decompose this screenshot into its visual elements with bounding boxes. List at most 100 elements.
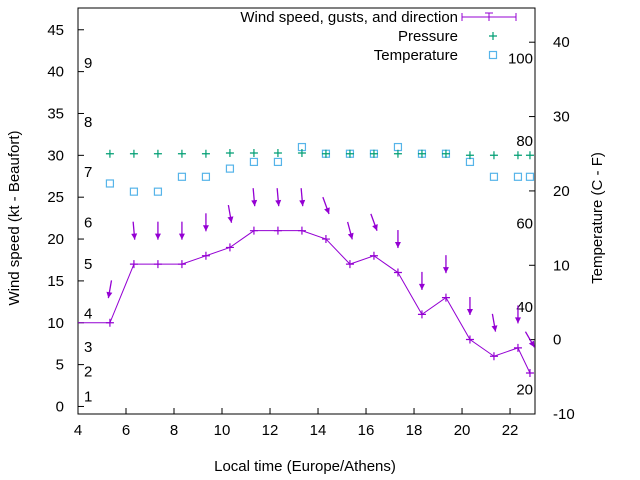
- x-tick-label: 12: [262, 422, 279, 439]
- y-tick-label: 15: [47, 273, 64, 290]
- y2-tick-label: 0: [553, 332, 561, 349]
- wind-speed-point: [513, 343, 522, 352]
- gust-arrow-head: [514, 317, 521, 324]
- y-tick-label: 10: [47, 315, 64, 332]
- gust-arrow-head: [491, 325, 498, 332]
- temperature-point: [249, 157, 259, 167]
- x-tick-label: 16: [358, 422, 375, 439]
- temperature-point: [225, 164, 235, 173]
- fahrenheit-label: 80: [516, 133, 533, 150]
- legend: Wind speed, gusts, and direction Pressur…: [240, 9, 517, 64]
- pressure-point: [369, 149, 378, 158]
- x-tick-label: 10: [214, 422, 231, 439]
- gust-arrow-head: [251, 199, 258, 207]
- gust-arrow-head: [466, 309, 473, 316]
- pressure-point: [417, 149, 426, 158]
- wind-speed-point: [465, 335, 474, 344]
- wind-speed-line: [78, 230, 531, 374]
- gust-arrow-head: [324, 207, 330, 215]
- gust-arrow: [394, 230, 401, 249]
- temperature-point: [153, 187, 163, 196]
- x-tick-label: 22: [502, 422, 519, 439]
- temperature-point: [177, 172, 187, 181]
- beaufort-label: 5: [84, 256, 92, 273]
- beaufort-label: 9: [84, 55, 92, 72]
- wind-speed-point: [225, 243, 234, 252]
- gust-arrow-head: [347, 232, 354, 240]
- gust-arrow: [154, 221, 161, 240]
- pressure-point: [297, 149, 306, 157]
- pressure-point: [513, 151, 522, 160]
- pressure-point: [525, 151, 534, 160]
- gust-arrow-head: [178, 233, 185, 240]
- legend-pressure: Pressure: [398, 28, 458, 45]
- pressure-point: [177, 149, 186, 158]
- pressure-point: [321, 149, 330, 158]
- beaufort-label: 4: [84, 306, 92, 323]
- y2-tick-label: 10: [553, 257, 570, 274]
- gust-arrow: [491, 313, 498, 332]
- wind-speed-point: [525, 368, 534, 377]
- x-tick-label: 4: [74, 422, 82, 439]
- pressure-point: [249, 149, 258, 157]
- y-tick-label: 25: [47, 189, 64, 206]
- pressure-point: [225, 149, 234, 157]
- gust-arrow: [275, 188, 282, 207]
- gust-arrow: [299, 188, 306, 207]
- x-axis-label: Local time (Europe/Athens): [214, 458, 396, 475]
- pressure-point: [441, 149, 450, 158]
- gust-arrow: [346, 221, 354, 240]
- y2-tick-label: -10: [553, 406, 575, 423]
- temperature-point: [129, 187, 139, 196]
- pressure-point: [129, 149, 138, 158]
- y-tick-label: 35: [47, 105, 64, 122]
- wind-speed-point: [393, 268, 402, 277]
- x-tick-label: 8: [170, 422, 178, 439]
- pressure-point: [465, 151, 474, 160]
- wind-speed-point: [417, 310, 426, 319]
- beaufort-label: 1: [84, 388, 92, 405]
- axes: 4 6 8 10 12 14 16 18 20 22051015202530354045-1001…: [47, 7, 575, 439]
- gust-arrow-head: [131, 233, 138, 240]
- gust-arrow-head: [202, 225, 209, 232]
- gust-arrow: [322, 196, 330, 215]
- gust-arrow: [178, 221, 185, 240]
- gust-arrow-head: [418, 283, 425, 290]
- gust-arrow-head: [528, 340, 535, 348]
- pressure-point: [393, 149, 402, 158]
- wind-speed-point: [489, 352, 498, 361]
- gust-arrow-head: [372, 224, 378, 231]
- wind-speed-point: [273, 226, 282, 235]
- y-tick-label: 30: [47, 147, 64, 164]
- legend-temperature: Temperature: [374, 47, 458, 64]
- legend-temperature-sample: [488, 50, 498, 60]
- marks: [78, 142, 536, 377]
- y-tick-label: 0: [56, 398, 64, 415]
- fahrenheit-label: 60: [516, 216, 533, 233]
- temperature-point: [273, 157, 283, 167]
- y-tick-label: 40: [47, 64, 64, 81]
- wind-speed-point: [297, 226, 306, 235]
- y-tick-label: 5: [56, 357, 64, 374]
- temperature-point: [513, 172, 523, 181]
- beaufort-label: 3: [84, 339, 92, 356]
- gust-arrow-head: [394, 242, 401, 249]
- gust-arrow: [106, 280, 113, 299]
- pressure-point: [345, 149, 354, 158]
- y-tick-label: 20: [47, 231, 64, 248]
- pressure-point: [105, 149, 114, 158]
- y-axis-label: Wind speed (kt - Beaufort): [6, 130, 23, 305]
- wind-speed-point: [441, 293, 450, 302]
- temperature-point: [489, 172, 499, 181]
- wind-speed-point: [153, 260, 162, 269]
- gust-arrow: [524, 331, 536, 348]
- beaufort-label: 8: [84, 114, 92, 131]
- gust-arrow-head: [106, 291, 113, 299]
- gust-arrow-head: [442, 267, 449, 274]
- gust-arrow: [202, 213, 209, 232]
- gust-arrow-head: [154, 233, 161, 240]
- wind-speed-point: [129, 260, 138, 269]
- pressure-point: [489, 151, 498, 160]
- beaufort-label: 6: [84, 214, 92, 231]
